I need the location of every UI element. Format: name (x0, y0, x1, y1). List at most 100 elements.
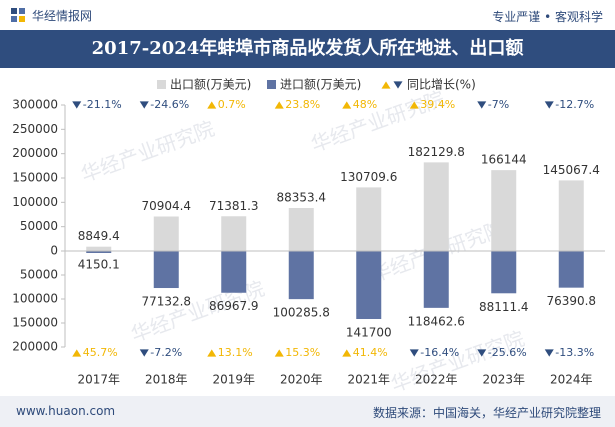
export-value-label: 166144 (481, 153, 527, 167)
import-bar (558, 251, 584, 288)
export-value-label: 182129.8 (408, 145, 465, 159)
import-growth-label: -7.2% (150, 346, 182, 359)
export-bar (221, 216, 247, 251)
footer: www.huaon.com 数据来源：中国海关，华经产业研究院整理 (0, 396, 615, 427)
export-growth-down-triangle (72, 101, 82, 109)
import-value-label: 141700 (346, 326, 392, 340)
import-bar (221, 251, 247, 293)
export-value-label: 8849.4 (78, 229, 120, 243)
data-source: 数据来源：中国海关，华经产业研究院整理 (372, 406, 601, 420)
y-tick-label: 250000 (12, 122, 58, 136)
export-growth-up-triangle (342, 101, 352, 109)
y-tick-label: 50000 (20, 268, 58, 282)
x-tick-label: 2024年 (550, 373, 593, 387)
chart: 华经产业研究院华经产业研究院华经产业研究院华经产业研究院华经产业研究院 出口额(… (12, 78, 605, 396)
export-growth-up-triangle (274, 101, 284, 109)
import-growth-label: 45.7% (83, 346, 118, 359)
import-value-label: 4150.1 (78, 258, 120, 272)
export-growth-label: 23.8% (285, 98, 320, 111)
export-growth-label: -12.7% (555, 98, 594, 111)
export-bar (356, 187, 382, 251)
logo: 华经情报网 (10, 7, 92, 23)
export-value-label: 70904.4 (141, 199, 191, 213)
y-tick-label: 100000 (12, 195, 58, 209)
y-tick-label: 200000 (12, 340, 58, 354)
import-growth-up-triangle (207, 349, 217, 357)
import-growth-label: 41.4% (353, 346, 388, 359)
watermark-text: 华经产业研究院 (78, 116, 218, 186)
x-tick-label: 2021年 (347, 373, 390, 387)
title-bar: 2017-2024年蚌埠市商品收发货人所在地进、出口额 (0, 30, 615, 68)
x-tick-label: 2022年 (415, 373, 458, 387)
import-growth-label: 15.3% (285, 346, 320, 359)
x-tick-label: 2017年 (77, 373, 120, 387)
export-value-label: 88353.4 (276, 191, 326, 205)
x-axis: 2017年 2018年 2019年 2020年 2021年 2022年 2023年 2024年 (77, 373, 592, 387)
import-bar (491, 251, 517, 294)
y-tick-label: 300000 (12, 98, 58, 112)
import-value-label: 77132.8 (141, 295, 191, 309)
export-bar (153, 216, 179, 251)
export-growth-label: 39.4% (420, 98, 455, 111)
export-growth-label: 48% (353, 98, 377, 111)
import-bar (86, 251, 112, 253)
y-tick-label: 200000 (12, 146, 58, 160)
export-bar (288, 208, 314, 251)
export-bar (423, 162, 449, 251)
import-value-label: 76390.8 (546, 294, 596, 308)
import-growth-label: -25.6% (488, 346, 527, 359)
import-growth-label: -16.4% (420, 346, 459, 359)
legend-label-import: 进口额(万美元) (280, 78, 361, 92)
import-growth-down-triangle (409, 349, 419, 357)
export-bar (491, 170, 517, 251)
footer-url: www.huaon.com (16, 404, 116, 418)
import-growth-down-triangle (544, 349, 554, 357)
import-bar (356, 251, 382, 320)
x-tick-label: 2019年 (212, 373, 255, 387)
import-growth-label: 13.1% (218, 346, 253, 359)
export-growth-label: -21.1% (83, 98, 122, 111)
x-tick-label: 2020年 (280, 373, 323, 387)
growth-labels: -21.1% 45.7% -24.6% -7.2% 0.7% 13.1% 23.8% 15.3… (72, 98, 594, 359)
legend-label-export: 出口额(万美元) (170, 78, 251, 92)
legend-up-triangle (381, 81, 391, 89)
export-growth-label: 0.7% (218, 98, 246, 111)
x-tick-label: 2023年 (482, 373, 525, 387)
legend-swatch-import (267, 80, 276, 89)
legend-label-growth: 同比增长(%) (407, 78, 476, 92)
logo-text: 华经情报网 (32, 8, 93, 23)
legend-swatch-export (157, 80, 166, 89)
y-axis: 300000 250000 200000 150000 100000 50000 0 5000… (12, 98, 66, 354)
tagline: 专业严谨 • 客观科学 (492, 10, 603, 24)
chart-title: 2017-2024年蚌埠市商品收发货人所在地进、出口额 (91, 38, 524, 59)
import-bar (423, 251, 449, 308)
import-value-label: 100285.8 (273, 306, 330, 320)
import-bar (288, 251, 314, 300)
import-value-label: 86967.9 (209, 299, 259, 313)
export-growth-down-triangle (139, 101, 149, 109)
export-value-label: 145067.4 (543, 163, 600, 177)
import-growth-up-triangle (342, 349, 352, 357)
bars: 8849.4 4150.1 70904.4 77132.8 71381.3 86967.9… (65, 145, 605, 340)
import-bar (153, 251, 179, 289)
import-value-label: 118462.6 (408, 314, 465, 328)
import-value-label: 88111.4 (479, 300, 529, 314)
export-growth-down-triangle (477, 101, 487, 109)
export-value-label: 71381.3 (209, 199, 259, 213)
export-bar (86, 246, 112, 251)
export-growth-up-triangle (409, 101, 419, 109)
export-value-label: 130709.6 (340, 170, 397, 184)
legend: 出口额(万美元) 进口额(万美元) 同比增长(%) (157, 78, 476, 92)
export-bar (558, 180, 584, 251)
export-growth-label: -24.6% (150, 98, 189, 111)
y-tick-label: 0 (50, 244, 58, 258)
import-growth-label: -13.3% (555, 346, 594, 359)
y-tick-label: 150000 (12, 316, 58, 330)
legend-down-triangle (393, 81, 403, 89)
export-growth-down-triangle (544, 101, 554, 109)
y-tick-label: 150000 (12, 171, 58, 185)
logo-icon (11, 8, 25, 22)
y-tick-label: 100000 (12, 292, 58, 306)
x-tick-label: 2018年 (145, 373, 188, 387)
